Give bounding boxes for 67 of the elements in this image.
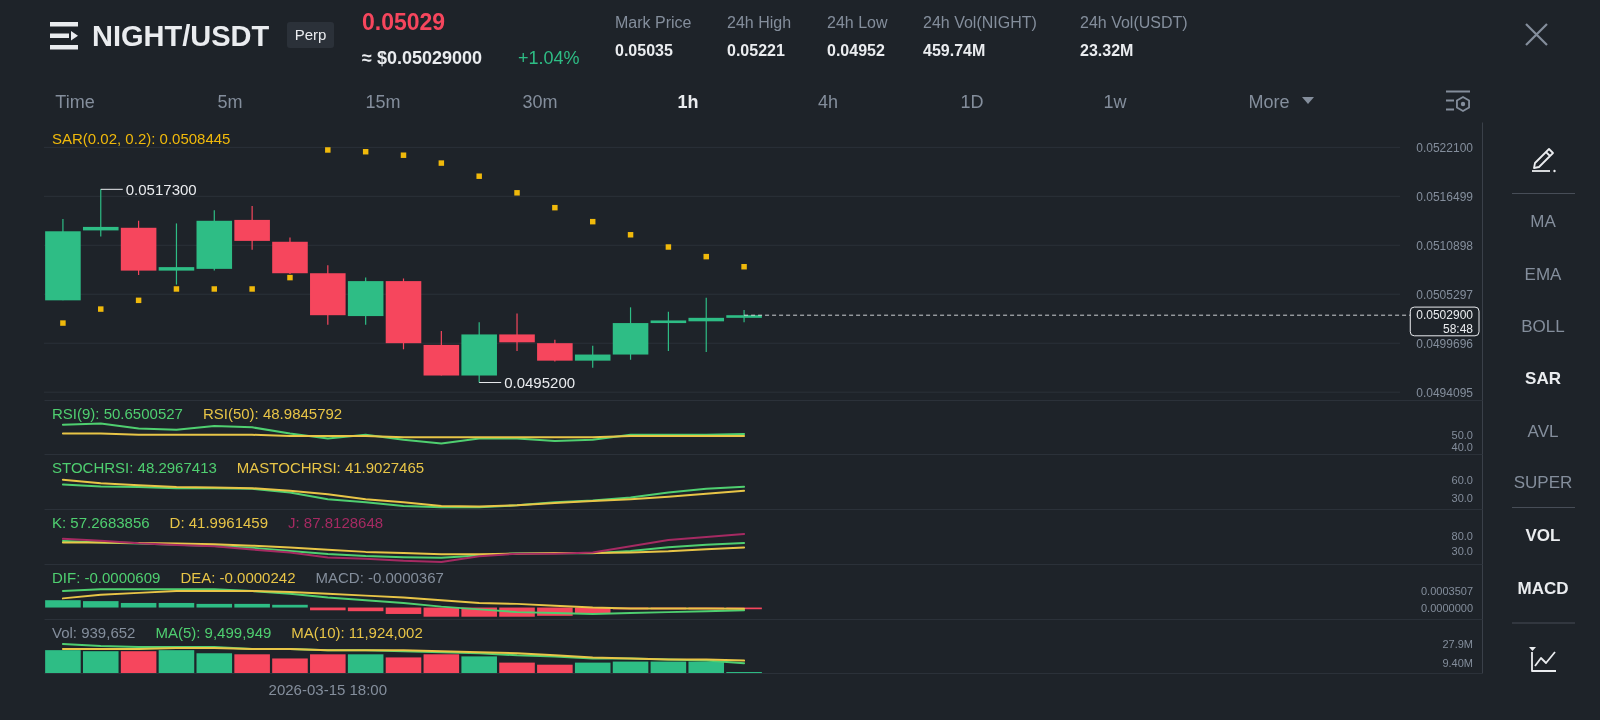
y-tick-label: 80.0 (1451, 530, 1473, 543)
series-label: RSI(50): 48.9845792 (202, 404, 343, 422)
y-tick-label: 0.0499696 (1416, 336, 1474, 351)
text: 24h High (727, 13, 792, 31)
series-label: D: 41.9961459 (169, 513, 269, 531)
y-tick-label: 9.40M (1442, 657, 1473, 670)
series-label: DEA: -0.0000242 (180, 568, 296, 586)
y-tick-label: 40.0 (1451, 441, 1473, 454)
y-tick-label: 0.0000000 (1421, 601, 1473, 614)
text: 0.05035 (615, 41, 673, 59)
text: 1h (677, 92, 699, 113)
text: EMA (1524, 264, 1563, 284)
y-tick-label: 0.0505297 (1416, 287, 1474, 302)
y-tick-label: 30.0 (1451, 545, 1473, 558)
text: 459.74M (923, 41, 986, 59)
text: 0.05221 (727, 41, 785, 59)
ref-line-label: 0.0502900 (1416, 308, 1474, 323)
text: Time (55, 92, 95, 113)
text: SUPER (1513, 472, 1573, 492)
text: NIGHT/USDT (92, 20, 270, 53)
text: ≈ $0.05029000 (362, 48, 482, 69)
text: 5m (217, 92, 243, 113)
y-tick-label: 0.0494095 (1416, 385, 1474, 400)
series-label: DIF: -0.0000609 (52, 568, 161, 586)
series-label: RSI(9): 50.6500527 (52, 404, 183, 422)
text: More (1248, 92, 1290, 113)
text: +1.04% (518, 48, 580, 69)
annotation: 58:48 (1442, 321, 1474, 336)
y-tick-label: 0.0516499 (1416, 189, 1474, 204)
text: SAR(0.02, 0.2): 0.0508445 (52, 130, 231, 148)
y-tick-label: 30.0 (1451, 492, 1473, 505)
text: 15m (365, 92, 401, 113)
y-tick-label: 27.9M (1442, 638, 1473, 651)
series-label: MA(10): 11,924,002 (291, 623, 423, 641)
series-label: STOCHRSI: 48.2967413 (52, 458, 217, 476)
text: 24h Vol(USDT) (1080, 13, 1188, 31)
annotation: MACD: -0.0000367 (315, 568, 444, 586)
text: VOL (1525, 525, 1561, 545)
text: 4h (817, 92, 839, 113)
text: MACD (1517, 578, 1569, 598)
series-label: MASTOCHRSI: 41.9027465 (236, 458, 425, 476)
text: AVL (1527, 421, 1559, 441)
series-label: MA(5): 9,499,949 (155, 623, 272, 641)
text: 23.32M (1080, 41, 1134, 59)
y-tick-label: 60.0 (1451, 473, 1473, 486)
text: 0.04952 (827, 41, 885, 59)
y-tick-label: 0.0510898 (1416, 238, 1474, 253)
text: 1w (1103, 92, 1128, 113)
text: Perp (294, 26, 327, 44)
text: 24h Vol(NIGHT) (923, 13, 1037, 31)
annotation: 0.0517300 (125, 180, 197, 198)
series-label: J: 87.8128648 (288, 513, 384, 531)
y-tick-label: 50.0 (1451, 428, 1473, 441)
text: 24h Low (827, 13, 888, 31)
text: 1D (960, 92, 984, 113)
annotation: Vol: 939,652 (52, 623, 136, 641)
text: Mark Price (615, 13, 692, 31)
text: MA (1530, 211, 1557, 231)
text: 30m (522, 92, 558, 113)
text: BOLL (1521, 316, 1565, 336)
annotation: 0.0495200 (504, 373, 576, 391)
series-label: K: 57.2683856 (52, 513, 150, 531)
text: SAR (1525, 368, 1561, 388)
y-tick-label: 0.0522100 (1416, 140, 1474, 155)
x-tick-label: 2026-03-15 18:00 (268, 680, 388, 698)
text: 0.05029 (362, 9, 446, 36)
y-tick-label: 0.0003507 (1421, 585, 1473, 598)
